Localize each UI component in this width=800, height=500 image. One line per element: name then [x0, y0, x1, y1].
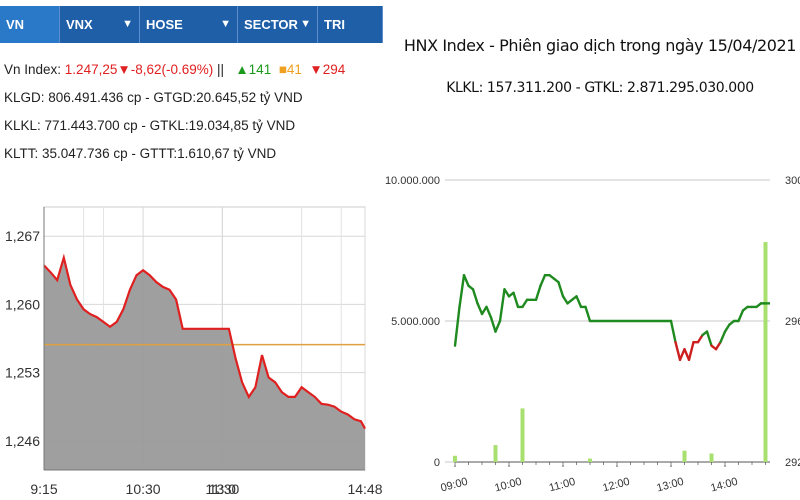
volume-bar	[709, 453, 714, 462]
hnx-line-segment	[674, 340, 682, 361]
hnx-line-segment	[453, 305, 461, 347]
hnx-line-segment	[458, 273, 466, 309]
hnx-line-segment	[494, 319, 502, 333]
y-tick-label: 1,253	[5, 365, 40, 381]
x-tick-label: 13:0	[209, 481, 236, 497]
tab-label: TRI	[324, 17, 345, 32]
klkl-row: KLKL: 771.443.700 cp - GTKL:19.034,85 tỷ…	[4, 118, 296, 133]
index-area-fill	[44, 257, 365, 470]
y-right-tick-label: 296	[785, 316, 800, 328]
hnx-line-segment	[687, 340, 695, 361]
hnx-line-segment	[723, 323, 731, 333]
hnx-line-segment	[503, 288, 511, 298]
tab-tri[interactable]: TRI	[318, 6, 383, 43]
hnx-line-segment	[705, 330, 713, 347]
declines-count: ▼294	[309, 62, 346, 77]
advances-count: ▲141	[235, 62, 272, 77]
unchanged-count: ■41	[278, 62, 302, 77]
tab-label: VN INDEX	[6, 17, 46, 69]
hnx-line-segment	[489, 316, 497, 333]
index-line	[43, 253, 366, 430]
separator: ||	[217, 62, 225, 77]
y-right-tick-label: 300	[785, 175, 800, 187]
hnx-line-segment	[584, 305, 592, 323]
hnx-line-segment	[521, 298, 529, 309]
chevron-down-icon: ▼	[122, 18, 133, 30]
index-label: Vn Index:	[4, 62, 65, 77]
hnx-line-segment	[471, 288, 479, 305]
hnx-line-segment	[561, 295, 569, 305]
x-tick-label: 14:00	[709, 476, 739, 495]
hnx-line-segment	[534, 284, 542, 302]
hnx-line-segment	[485, 305, 493, 319]
y-tick-label: 1,246	[5, 433, 40, 449]
hnx-chart-subtitle: KLKL: 157.311.200 - GTKL: 2.871.295.030.…	[446, 80, 754, 96]
y-tick-label: 1,260	[5, 296, 40, 312]
index-tab-bar: VN INDEX VNX ▼ HOSE ▼ SECTOR ▼ TRI	[0, 6, 383, 69]
hnx-line-segment	[714, 340, 722, 351]
hnx-line-segment	[696, 333, 704, 344]
volume-bar	[588, 458, 592, 462]
volume-bar	[763, 242, 768, 462]
hnx-line-segment	[512, 291, 520, 309]
x-tick-label: 13:00	[655, 476, 685, 495]
vnindex-summary-row: Vn Index: 1.247,25▼-8,62(-0.69%) || ▲141…	[4, 60, 388, 88]
tab-vnx[interactable]: VNX ▼	[60, 6, 140, 43]
volume-bar	[520, 408, 525, 462]
chevron-down-icon: ▼	[220, 18, 231, 30]
volume-bar	[453, 455, 457, 462]
hnx-line-segment	[678, 348, 686, 361]
chevron-down-icon: ▼	[300, 18, 311, 30]
hnx-line-segment	[539, 273, 547, 287]
hnx-line-segment	[498, 288, 506, 323]
y-left-tick-label: 5.000.000	[391, 316, 440, 328]
x-tick-label: 9:15	[30, 481, 57, 497]
kltt-row: KLTT: 35.047.736 cp - GTTT:1.610,67 tỷ V…	[4, 146, 277, 161]
tab-label: HOSE	[146, 17, 183, 32]
tab-label: SECTOR	[244, 17, 298, 32]
x-tick-label: 10:00	[493, 476, 523, 495]
tab-hose[interactable]: HOSE ▼	[140, 6, 238, 43]
hnx-line-segment	[737, 309, 745, 323]
hnx-line-segment	[557, 281, 565, 298]
index-change: ▼-8,62(-0.69%)	[117, 62, 214, 77]
hnx-line-segment	[669, 319, 677, 344]
x-tick-label: 11:00	[548, 476, 577, 495]
x-tick-label: 14:48	[347, 481, 382, 497]
y-right-tick-label: 292	[785, 457, 800, 469]
y-tick-label: 1,267	[5, 228, 40, 244]
y-left-tick-label: 0	[434, 457, 440, 469]
hnx-chart-title: HNX Index - Phiên giao dịch trong ngày 1…	[403, 36, 797, 55]
x-tick-label: 09:00	[439, 476, 469, 495]
hnx-line-segment	[462, 273, 470, 287]
index-value: 1.247,25	[64, 62, 118, 77]
x-tick-label: 12:00	[601, 476, 631, 495]
x-tick-label: 10:30	[126, 481, 161, 497]
volume-bar	[493, 445, 498, 462]
hnx-line-segment	[719, 330, 727, 344]
volume-bar	[682, 450, 687, 462]
tab-label: VNX	[66, 17, 93, 32]
vnindex-stats: Vn Index: 1.247,25▼-8,62(-0.69%) || ▲141…	[4, 60, 388, 172]
hnx-line-segment	[476, 302, 484, 316]
hnx-line-segment	[575, 295, 583, 309]
tab-sector[interactable]: SECTOR ▼	[238, 6, 318, 43]
klgd-row: KLGD: 806.491.436 cp - GTGD:20.645,52 tỷ…	[4, 90, 303, 105]
x-tick-label: 11:30	[205, 481, 239, 497]
y-left-tick-label: 10.000.000	[385, 175, 440, 187]
tab-vn-index[interactable]: VN INDEX	[0, 6, 60, 69]
